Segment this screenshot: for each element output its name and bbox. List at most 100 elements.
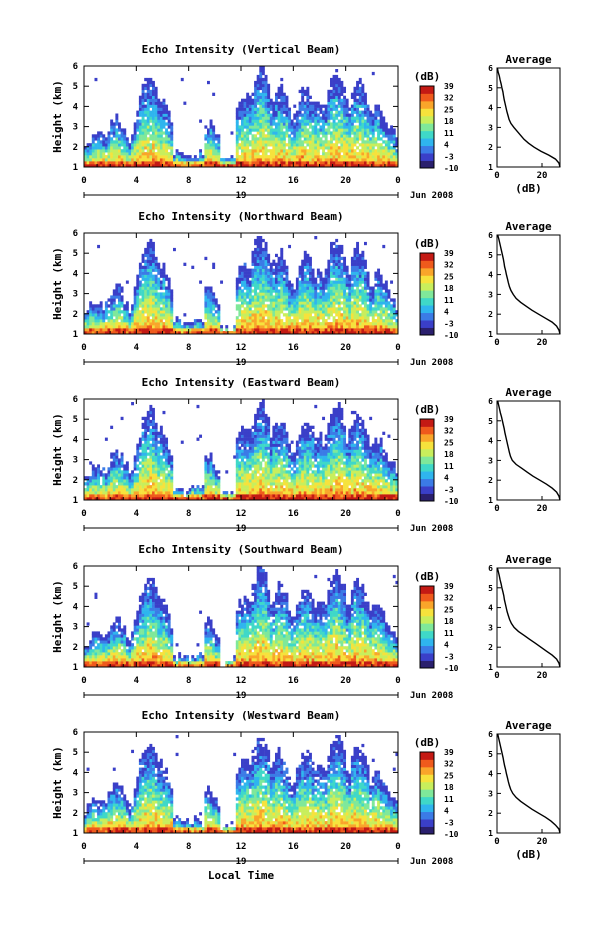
heatmap-cell bbox=[343, 140, 346, 143]
heatmap-cell bbox=[144, 491, 147, 494]
heatmap-cell bbox=[283, 134, 286, 137]
heatmap-cell bbox=[257, 122, 260, 125]
heatmap-cell bbox=[212, 131, 215, 134]
heatmap-cell bbox=[346, 125, 349, 128]
heatmap-cell bbox=[147, 99, 150, 102]
heatmap-cell bbox=[348, 122, 351, 125]
heatmap-cell bbox=[267, 269, 270, 272]
heatmap-cell bbox=[244, 161, 247, 164]
heatmap-cell bbox=[390, 307, 393, 310]
heatmap-cell bbox=[123, 134, 126, 137]
heatmap-cell bbox=[168, 114, 171, 117]
heatmap-cell bbox=[181, 328, 184, 331]
heatmap-cell bbox=[380, 301, 383, 304]
heatmap-cell bbox=[155, 432, 158, 435]
heatmap-cell bbox=[155, 325, 158, 328]
heatmap-cell bbox=[374, 125, 377, 128]
heatmap-cell bbox=[343, 310, 346, 313]
heatmap-cell bbox=[194, 325, 197, 328]
heatmap-cell bbox=[147, 272, 150, 275]
heatmap-cell bbox=[95, 467, 98, 470]
heatmap-cell bbox=[301, 325, 304, 328]
heatmap-cell bbox=[142, 491, 145, 494]
heatmap-cell bbox=[280, 272, 283, 275]
heatmap-cell bbox=[330, 140, 333, 143]
heatmap-cell bbox=[306, 155, 309, 158]
heatmap-cell bbox=[115, 453, 118, 456]
heatmap-cell bbox=[244, 134, 247, 137]
heatmap-cell bbox=[241, 322, 244, 325]
heatmap-cell bbox=[288, 289, 291, 292]
heatmap-cell bbox=[139, 120, 142, 123]
heatmap-cell bbox=[207, 470, 210, 473]
heatmap-cell bbox=[361, 111, 364, 114]
heatmap-cell bbox=[115, 131, 118, 134]
heatmap-cell bbox=[136, 479, 139, 482]
heatmap-cell bbox=[280, 295, 283, 298]
heatmap-cell bbox=[207, 491, 210, 494]
heatmap-cell bbox=[210, 149, 213, 152]
heatmap-cell bbox=[372, 307, 375, 310]
heatmap-cell bbox=[254, 257, 257, 260]
heatmap-cell bbox=[296, 155, 299, 158]
heatmap-cell bbox=[364, 122, 367, 125]
heatmap-cell bbox=[139, 322, 142, 325]
heatmap-cell bbox=[259, 125, 262, 128]
heatmap-cell bbox=[183, 263, 186, 266]
heatmap-cell bbox=[306, 289, 309, 292]
heatmap-cell bbox=[265, 242, 268, 245]
heatmap-cell bbox=[170, 310, 173, 313]
heatmap-cell bbox=[280, 301, 283, 304]
heatmap-cell bbox=[283, 298, 286, 301]
heatmap-cell bbox=[142, 467, 145, 470]
heatmap-cell bbox=[163, 307, 166, 310]
heatmap-cell bbox=[309, 143, 312, 146]
heatmap-cell bbox=[168, 140, 171, 143]
heatmap-cell bbox=[144, 78, 147, 81]
heatmap-cell bbox=[267, 84, 270, 87]
heatmap-cell bbox=[149, 453, 152, 456]
heatmap-cell bbox=[309, 260, 312, 263]
heatmap-cell bbox=[157, 99, 160, 102]
heatmap-cell bbox=[212, 266, 215, 269]
heatmap-cell bbox=[110, 453, 113, 456]
heatmap-cell bbox=[377, 319, 380, 322]
heatmap-cell bbox=[225, 328, 228, 331]
heatmap-cell bbox=[388, 289, 391, 292]
heatmap-cell bbox=[262, 87, 265, 90]
heatmap-cell bbox=[301, 152, 304, 155]
heatmap-cell bbox=[89, 488, 92, 491]
heatmap-cell bbox=[144, 111, 147, 114]
heatmap-cell bbox=[330, 117, 333, 120]
heatmap-cell bbox=[157, 278, 160, 281]
heatmap-cell bbox=[144, 432, 147, 435]
heatmap-cell bbox=[147, 143, 150, 146]
heatmap-cell bbox=[361, 99, 364, 102]
heatmap-cell bbox=[364, 111, 367, 114]
heatmap-cell bbox=[134, 313, 137, 316]
heatmap-cell bbox=[144, 120, 147, 123]
heatmap-cell bbox=[144, 485, 147, 488]
heatmap-cell bbox=[87, 325, 90, 328]
heatmap-cell bbox=[215, 134, 218, 137]
heatmap-cell bbox=[333, 287, 336, 290]
heatmap-cell bbox=[115, 307, 118, 310]
heatmap-cell bbox=[340, 284, 343, 287]
heatmap-cell bbox=[330, 304, 333, 307]
heatmap-cell bbox=[301, 284, 304, 287]
heatmap-cell bbox=[252, 316, 255, 319]
heatmap-cell bbox=[327, 292, 330, 295]
heatmap-cell bbox=[163, 455, 166, 458]
heatmap-cell bbox=[325, 275, 328, 278]
heatmap-cell bbox=[265, 114, 268, 117]
heatmap-cell bbox=[314, 111, 317, 114]
heatmap-cell bbox=[291, 146, 294, 149]
heatmap-cell bbox=[115, 146, 118, 149]
heatmap-cell bbox=[288, 122, 291, 125]
heatmap-cell bbox=[168, 284, 171, 287]
heatmap-cell bbox=[160, 429, 163, 432]
heatmap-cell bbox=[134, 461, 137, 464]
heatmap-cell bbox=[348, 137, 351, 140]
heatmap-cell bbox=[191, 158, 194, 161]
heatmap-cell bbox=[275, 295, 278, 298]
